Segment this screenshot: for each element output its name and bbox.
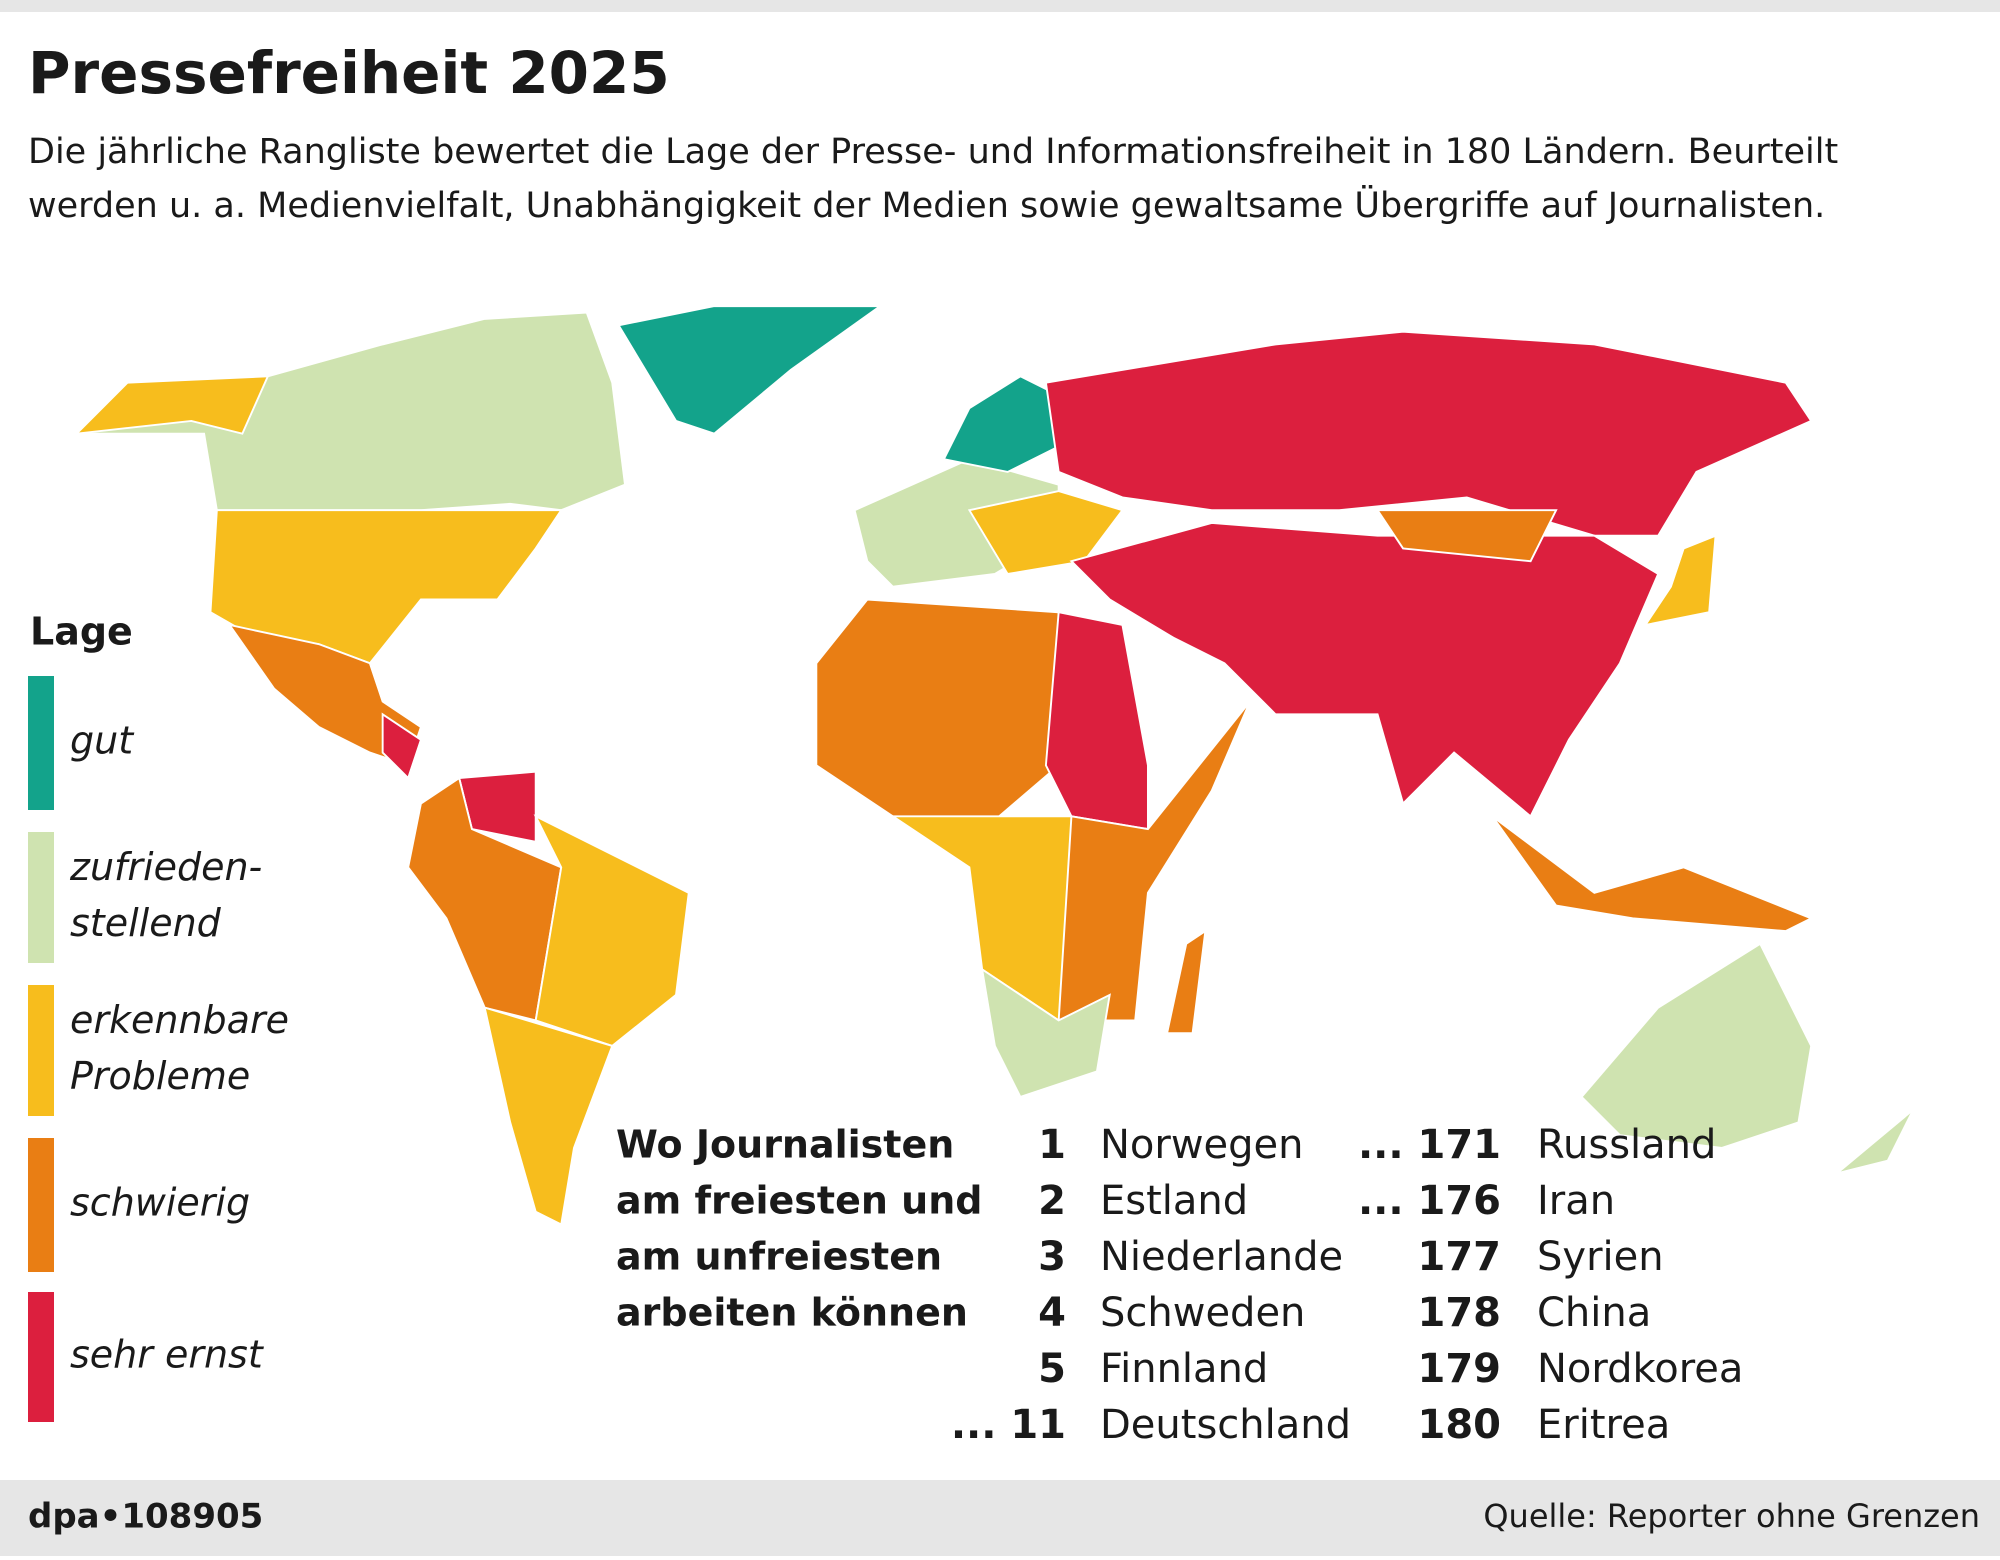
rank: 177 <box>1418 1234 1502 1280</box>
rank: 2 <box>1038 1178 1066 1224</box>
subtitle-line: Die jährliche Rangliste bewertet die Lag… <box>28 132 1838 172</box>
legend-label: schwierig <box>70 1181 250 1225</box>
ranking-heading: am freiesten und <box>616 1179 982 1223</box>
legend-swatch <box>28 832 54 963</box>
ranking: Wo Journalisten am freiesten und am unfrei… <box>616 1122 1743 1448</box>
country: Norwegen <box>1100 1122 1304 1168</box>
source: Quelle: Reporter ohne Grenzen <box>1483 1497 1980 1535</box>
title: Pressefreiheit 2025 <box>28 39 670 107</box>
world-map <box>73 305 1915 1226</box>
country: Nordkorea <box>1537 1346 1743 1392</box>
country: China <box>1537 1290 1651 1336</box>
credit: dpa•108905 <box>28 1497 263 1537</box>
country: Estland <box>1100 1178 1248 1224</box>
rank: 179 <box>1418 1346 1502 1392</box>
ranking-heading: arbeiten können <box>616 1291 968 1335</box>
rank: 3 <box>1038 1234 1066 1280</box>
rank: 4 <box>1038 1290 1066 1336</box>
rank: 178 <box>1418 1290 1502 1336</box>
legend-swatch <box>28 676 54 810</box>
rank: 5 <box>1038 1346 1066 1392</box>
legend-swatch <box>28 1292 54 1422</box>
country: Russland <box>1537 1122 1716 1168</box>
rank: ... 11 <box>951 1402 1066 1448</box>
legend-label: erkennbare <box>70 998 289 1042</box>
legend-swatch <box>28 1138 54 1272</box>
ranking-heading: am unfreiesten <box>616 1235 942 1279</box>
country: Niederlande <box>1100 1234 1343 1280</box>
subtitle-line: werden u. a. Medienvielfalt, Unabhängigk… <box>28 184 1825 226</box>
legend-label: gut <box>70 719 135 763</box>
rank: 1 <box>1038 1122 1066 1168</box>
legend-label: sehr ernst <box>70 1333 265 1377</box>
country: Deutschland <box>1100 1402 1351 1448</box>
rank: 180 <box>1418 1402 1502 1448</box>
country: Iran <box>1537 1178 1615 1224</box>
legend-title: Lage <box>30 610 133 654</box>
country: Eritrea <box>1537 1402 1670 1448</box>
rank: ... 176 <box>1358 1178 1501 1224</box>
legend-label: Probleme <box>70 1054 250 1098</box>
ranking-heading: Wo Journalisten <box>616 1123 954 1167</box>
legend-label: zufrieden- <box>69 845 262 889</box>
legend-swatch <box>28 985 54 1116</box>
country: Finnland <box>1100 1346 1268 1392</box>
country: Schweden <box>1100 1290 1305 1336</box>
legend: gut zufrieden-stellend erkennbare Probleme s… <box>28 676 289 1422</box>
country: Syrien <box>1537 1234 1664 1280</box>
rank: ... 171 <box>1358 1122 1501 1168</box>
top-bar <box>0 0 2000 12</box>
footer-bar <box>0 1480 2000 1556</box>
legend-label: stellend <box>70 901 222 945</box>
